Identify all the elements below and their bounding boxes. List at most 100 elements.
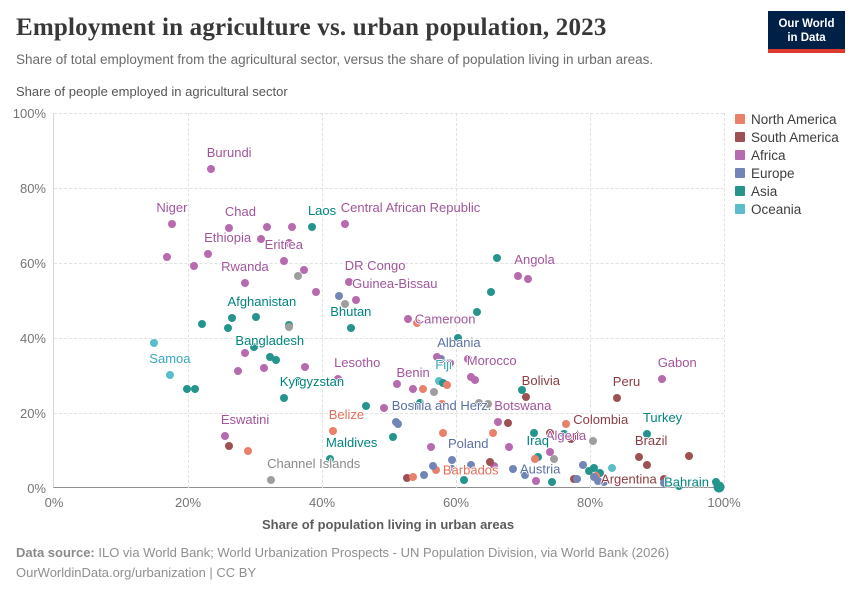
data-point[interactable] [149, 338, 158, 347]
data-point-poland[interactable] [447, 455, 456, 464]
data-point[interactable] [529, 428, 538, 437]
data-point-brazil[interactable] [634, 452, 643, 461]
data-point-rwanda[interactable] [240, 278, 249, 287]
data-point[interactable] [285, 239, 294, 248]
data-point[interactable] [474, 398, 483, 407]
data-point-samoa[interactable] [165, 371, 174, 380]
data-point[interactable] [443, 380, 452, 389]
data-point[interactable] [389, 433, 398, 441]
data-point[interactable] [415, 398, 424, 407]
data-point-eritrea[interactable] [279, 256, 288, 265]
data-point-maldives[interactable] [326, 455, 335, 464]
data-point[interactable] [427, 443, 436, 452]
data-point[interactable] [504, 443, 513, 452]
data-point-channel-islands[interactable] [267, 476, 276, 485]
data-point-morocco[interactable] [466, 373, 475, 382]
data-point-benin[interactable] [409, 384, 418, 393]
data-point[interactable] [600, 478, 609, 486]
data-point-algeria[interactable] [545, 448, 554, 456]
data-point[interactable] [419, 385, 428, 393]
data-point[interactable] [521, 470, 529, 479]
legend-item-oceania[interactable]: Oceania [735, 200, 839, 218]
data-point[interactable] [293, 272, 302, 281]
data-point[interactable] [311, 287, 320, 296]
data-point-lesotho[interactable] [334, 374, 343, 383]
data-point[interactable] [409, 473, 418, 482]
data-point-botswana[interactable] [494, 418, 503, 426]
legend-item-north-america[interactable]: North America [735, 110, 839, 128]
data-point[interactable] [393, 419, 402, 428]
data-point[interactable] [340, 299, 349, 308]
data-point[interactable] [287, 223, 296, 231]
data-point[interactable] [531, 476, 540, 485]
legend-item-asia[interactable]: Asia [735, 182, 839, 200]
data-point[interactable] [642, 461, 651, 470]
data-point[interactable] [257, 235, 266, 243]
data-point-bangladesh[interactable] [265, 353, 274, 362]
data-point[interactable] [380, 404, 389, 413]
data-point-belize[interactable] [328, 427, 337, 435]
data-point[interactable] [362, 401, 371, 410]
data-point[interactable] [198, 320, 207, 329]
data-point-laos[interactable] [307, 223, 316, 231]
data-point-barbados[interactable] [431, 466, 440, 474]
data-point[interactable] [472, 308, 481, 317]
data-point[interactable] [549, 455, 558, 464]
data-point-albania[interactable] [437, 355, 446, 364]
data-point-bolivia[interactable] [521, 392, 530, 401]
data-point[interactable] [437, 400, 446, 408]
data-point[interactable] [596, 469, 605, 477]
data-point[interactable] [460, 476, 469, 485]
data-point[interactable] [486, 458, 495, 467]
data-point[interactable] [713, 481, 725, 492]
legend-item-europe[interactable]: Europe [735, 164, 839, 182]
data-point-gabon[interactable] [657, 374, 666, 383]
data-point[interactable] [492, 254, 501, 263]
data-point[interactable] [183, 385, 192, 393]
data-point[interactable] [334, 292, 343, 300]
data-point-afghanistan[interactable] [227, 313, 236, 322]
data-point-argentina[interactable] [659, 475, 668, 483]
data-point-fiji[interactable] [435, 377, 444, 386]
data-point-chad[interactable] [224, 224, 233, 233]
data-point-eswatini[interactable] [220, 432, 229, 441]
data-point[interactable] [190, 262, 199, 270]
data-point[interactable] [490, 461, 499, 470]
data-point[interactable] [466, 461, 475, 470]
data-point-kyrgyzstan[interactable] [279, 394, 288, 403]
data-point[interactable] [590, 464, 599, 473]
data-point-dr-congo[interactable] [344, 278, 353, 287]
data-point[interactable] [464, 355, 473, 363]
data-point[interactable] [250, 343, 259, 351]
data-point[interactable] [403, 473, 412, 482]
data-point[interactable] [594, 476, 603, 485]
data-point[interactable] [299, 266, 308, 275]
data-point[interactable] [263, 223, 272, 231]
data-point[interactable] [523, 275, 532, 284]
data-point[interactable] [293, 377, 302, 386]
data-point[interactable] [579, 461, 588, 470]
data-point[interactable] [439, 428, 448, 437]
data-point[interactable] [590, 473, 599, 482]
data-point-niger[interactable] [167, 220, 176, 228]
data-point[interactable] [561, 419, 570, 428]
data-point[interactable] [608, 464, 617, 473]
data-point[interactable] [585, 467, 594, 476]
data-point[interactable] [419, 470, 428, 479]
data-point[interactable] [488, 428, 497, 437]
data-point[interactable] [224, 323, 233, 332]
data-point[interactable] [259, 364, 268, 372]
data-point[interactable] [244, 446, 253, 455]
data-point[interactable] [433, 353, 442, 362]
data-point[interactable] [573, 475, 582, 483]
data-point[interactable] [545, 428, 554, 437]
data-point[interactable] [471, 375, 480, 384]
data-point[interactable] [224, 442, 233, 450]
data-point[interactable] [252, 312, 261, 321]
data-point-turkey[interactable] [642, 430, 651, 438]
data-point-angola[interactable] [514, 272, 523, 281]
data-point[interactable] [454, 334, 462, 342]
data-point[interactable] [504, 419, 513, 428]
data-point[interactable] [429, 461, 438, 470]
data-point[interactable] [484, 399, 493, 408]
